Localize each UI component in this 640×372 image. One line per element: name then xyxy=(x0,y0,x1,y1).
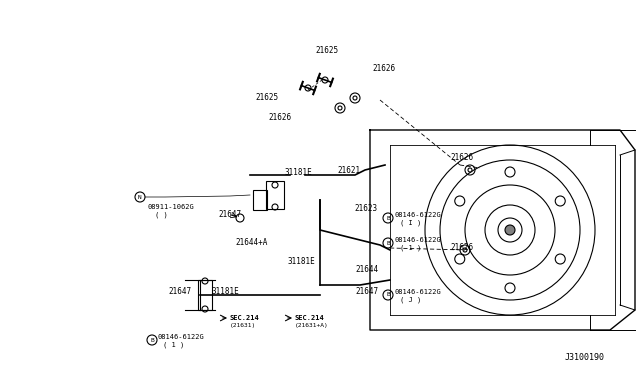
Text: 21626: 21626 xyxy=(450,153,473,161)
Text: 08146-6122G: 08146-6122G xyxy=(395,237,442,243)
Text: 31181E: 31181E xyxy=(288,257,316,266)
Text: ( I ): ( I ) xyxy=(400,220,421,226)
Text: (21631): (21631) xyxy=(230,324,256,328)
Circle shape xyxy=(463,248,467,252)
Text: B: B xyxy=(150,337,154,343)
Text: 21647: 21647 xyxy=(355,288,378,296)
Text: B: B xyxy=(386,215,390,221)
Text: 21626: 21626 xyxy=(268,112,291,122)
Text: N: N xyxy=(138,195,142,199)
Text: 08146-6122G: 08146-6122G xyxy=(158,334,205,340)
Circle shape xyxy=(505,225,515,235)
Text: 21644: 21644 xyxy=(355,266,378,275)
Text: 31181E: 31181E xyxy=(212,288,240,296)
Text: ( 1 ): ( 1 ) xyxy=(400,245,421,251)
Text: 21647: 21647 xyxy=(218,209,241,218)
Text: ( J ): ( J ) xyxy=(400,297,421,303)
Text: 21644+A: 21644+A xyxy=(235,237,268,247)
Text: 21626: 21626 xyxy=(372,64,395,73)
Text: B: B xyxy=(386,241,390,246)
Text: 21623: 21623 xyxy=(354,203,377,212)
Bar xyxy=(253,190,267,210)
Circle shape xyxy=(353,96,357,100)
Bar xyxy=(266,181,284,209)
Text: ( 1 ): ( 1 ) xyxy=(163,342,184,348)
Text: 08146-6122G: 08146-6122G xyxy=(395,212,442,218)
Text: 21647: 21647 xyxy=(168,288,191,296)
Text: ( ): ( ) xyxy=(155,212,168,218)
Text: 08146-6122G: 08146-6122G xyxy=(395,289,442,295)
Text: 21625: 21625 xyxy=(255,93,278,102)
Bar xyxy=(198,280,212,310)
Circle shape xyxy=(468,168,472,172)
Circle shape xyxy=(338,106,342,110)
Text: 31181E: 31181E xyxy=(285,167,313,176)
Text: 21621: 21621 xyxy=(337,166,360,174)
Text: 21626: 21626 xyxy=(450,243,473,251)
Text: B: B xyxy=(386,292,390,298)
Text: 21625: 21625 xyxy=(315,45,338,55)
Text: J3100190: J3100190 xyxy=(565,353,605,362)
Text: SEC.214: SEC.214 xyxy=(295,315,324,321)
Text: (21631+A): (21631+A) xyxy=(295,324,329,328)
Text: SEC.214: SEC.214 xyxy=(230,315,260,321)
Text: 08911-1062G: 08911-1062G xyxy=(148,204,195,210)
